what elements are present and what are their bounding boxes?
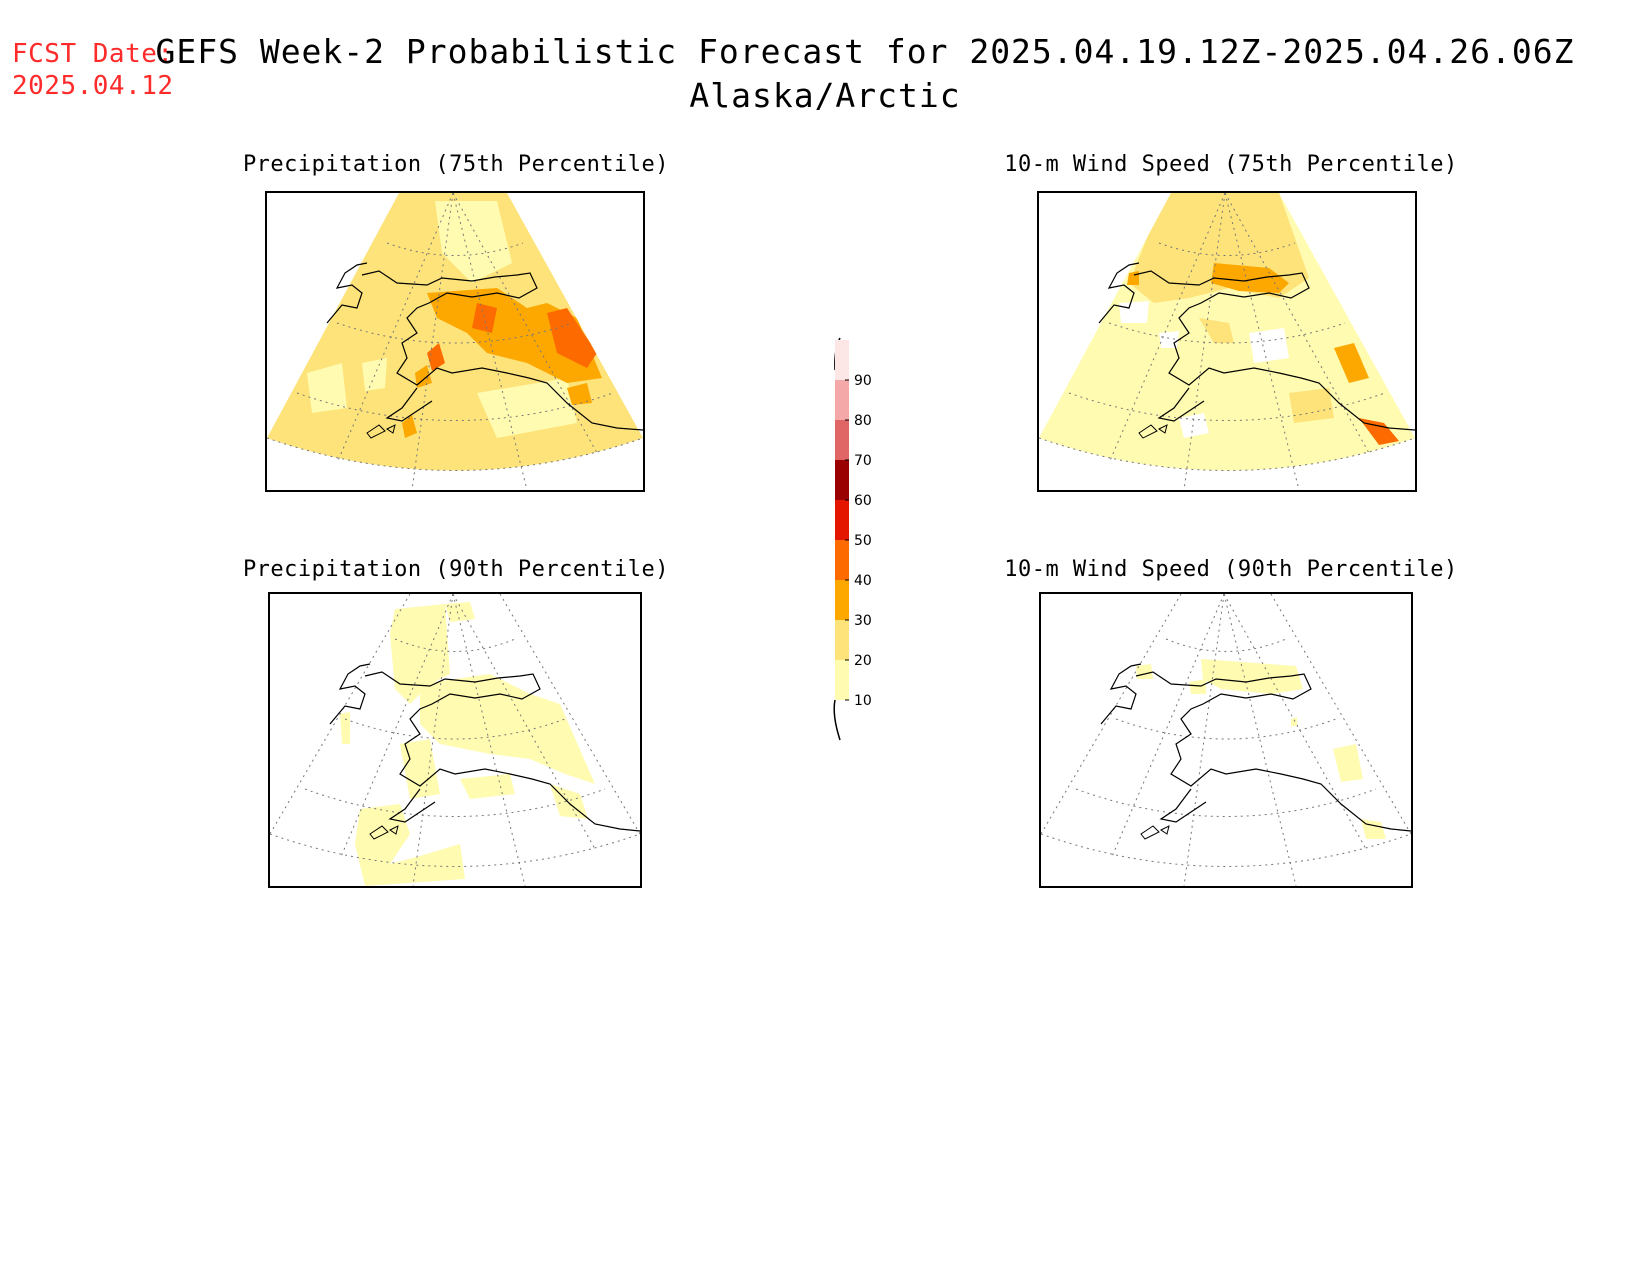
wind90-shading bbox=[1136, 659, 1386, 839]
coastline bbox=[1100, 663, 1411, 832]
colorbar-label-30: 30 bbox=[854, 613, 872, 629]
colorbar-bin-10 bbox=[835, 660, 849, 700]
precip90-shading bbox=[340, 602, 595, 886]
colorbar: 10 20 30 40 50 60 70 80 90 bbox=[833, 337, 872, 741]
forecast-date-label: FCST Date: bbox=[12, 39, 174, 69]
precip75-map bbox=[265, 191, 645, 492]
colorbar-label-80: 80 bbox=[854, 413, 872, 429]
colorbar-bin-70 bbox=[835, 420, 849, 460]
wind75-map bbox=[1037, 191, 1417, 492]
colorbar-label-70: 70 bbox=[854, 453, 872, 469]
colorbar-bin-50 bbox=[835, 500, 849, 540]
colorbar-bin-40 bbox=[835, 540, 849, 580]
colorbar-label-40: 40 bbox=[854, 573, 872, 589]
colorbar-bin-90 bbox=[835, 340, 849, 380]
colorbar-bottom-arrow bbox=[833, 699, 841, 741]
precip90-map bbox=[268, 592, 642, 888]
wind90-title: 10-m Wind Speed (90th Percentile) bbox=[1004, 557, 1458, 582]
colorbar-bin-30 bbox=[835, 580, 849, 620]
colorbar-label-10: 10 bbox=[854, 693, 872, 709]
colorbar-label-20: 20 bbox=[854, 653, 872, 669]
title-line-2: Alaska/Arctic bbox=[689, 76, 961, 115]
title-line-1: GEFS Week-2 Probabilistic Forecast for 2… bbox=[155, 32, 1575, 71]
forecast-date-value: 2025.04.12 bbox=[12, 71, 174, 101]
forecast-date-block: FCST Date: 2025.04.12 bbox=[12, 38, 174, 102]
wind75-title: 10-m Wind Speed (75th Percentile) bbox=[1004, 152, 1458, 177]
page-title: GEFS Week-2 Probabilistic Forecast for 2… bbox=[0, 30, 1650, 118]
coastline bbox=[329, 663, 640, 832]
colorbar-label-60: 60 bbox=[854, 493, 872, 509]
colorbar-bin-80 bbox=[835, 380, 849, 420]
precip90-title: Precipitation (90th Percentile) bbox=[242, 557, 670, 582]
wind90-map bbox=[1039, 592, 1413, 888]
colorbar-label-50: 50 bbox=[854, 533, 872, 549]
colorbar-label-90: 90 bbox=[854, 373, 872, 389]
colorbar-bin-20 bbox=[835, 620, 849, 660]
colorbar-bin-60 bbox=[835, 460, 849, 500]
coastline bbox=[1098, 262, 1415, 431]
coastline bbox=[326, 262, 643, 431]
precip75-title: Precipitation (75th Percentile) bbox=[242, 152, 670, 177]
